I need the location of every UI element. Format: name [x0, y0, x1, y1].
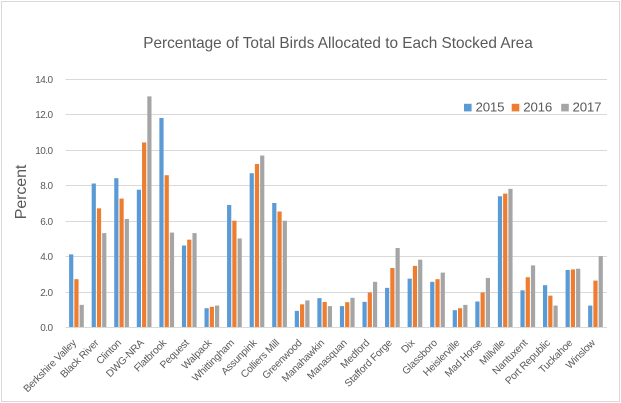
svg-text:Dix: Dix: [400, 338, 418, 356]
svg-text:6.0: 6.0: [40, 217, 53, 228]
svg-text:12.0: 12.0: [35, 110, 53, 121]
svg-text:8.0: 8.0: [40, 181, 53, 192]
svg-text:2.0: 2.0: [40, 288, 53, 299]
svg-text:2016: 2016: [523, 100, 552, 115]
svg-text:4.0: 4.0: [40, 252, 53, 263]
svg-text:2017: 2017: [573, 100, 602, 115]
svg-text:Percent: Percent: [13, 164, 30, 219]
svg-text:2015: 2015: [476, 100, 505, 115]
svg-text:14.0: 14.0: [35, 75, 53, 86]
svg-text:0.0: 0.0: [40, 323, 53, 334]
svg-text:10.0: 10.0: [35, 146, 53, 157]
svg-text:Percentage of Total Birds Allo: Percentage of Total Birds Allocated to E…: [143, 35, 533, 52]
